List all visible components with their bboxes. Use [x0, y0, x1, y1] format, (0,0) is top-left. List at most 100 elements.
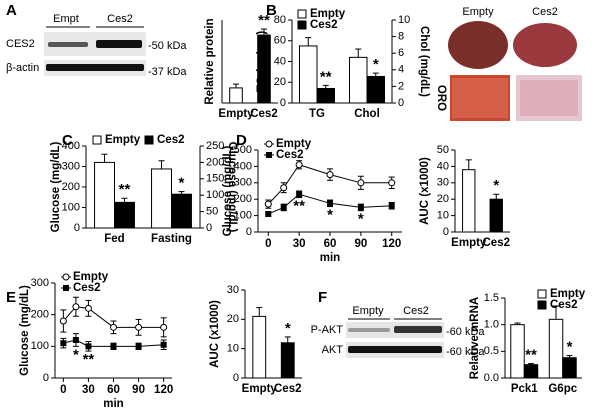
significance: **: [83, 351, 95, 368]
bar: [489, 198, 503, 233]
x-tick-label: 90: [132, 384, 145, 396]
legend-marker: [63, 285, 69, 291]
significance: *: [179, 175, 185, 192]
band: [48, 42, 88, 47]
bar: [114, 201, 135, 229]
x-tick-label: Fed: [104, 233, 124, 245]
x-tick-label: Ces2: [483, 237, 511, 249]
bar: [171, 193, 192, 229]
y-tick-label: 30: [437, 177, 449, 189]
y2-tick-label: 100: [206, 189, 224, 201]
marker-label: -37 kDa: [148, 66, 187, 78]
significance: *: [327, 207, 333, 224]
y-tick-label: 400: [62, 140, 80, 152]
y-axis-label: TG (μg/mg): [256, 31, 268, 93]
x-axis-label: min: [103, 398, 123, 410]
panel-letter: D: [236, 132, 247, 149]
y2-tick-label: 10: [398, 14, 410, 26]
x-tick-label: 90: [354, 238, 367, 250]
bar: [562, 357, 577, 379]
row-label: P-AKT: [311, 324, 344, 336]
x-tick-label: 30: [293, 238, 306, 250]
y-axis-label: AUC (x1000): [419, 157, 431, 225]
y-axis-label: Relative protein: [204, 18, 216, 104]
point: [357, 179, 365, 187]
legend-swatch: [537, 300, 547, 310]
series-line: [267, 164, 392, 205]
legend-label: Empty: [550, 288, 586, 300]
y-tick-label: 200: [62, 181, 80, 193]
point: [327, 200, 333, 207]
x-tick-label: TG: [309, 108, 325, 120]
significance: *: [567, 339, 573, 356]
bar: [316, 87, 335, 104]
y-tick-label: 20: [227, 313, 239, 325]
legend-swatch: [297, 20, 307, 30]
bar: [366, 75, 385, 104]
point: [388, 202, 395, 209]
bar: [94, 161, 116, 229]
legend-label: Ces2: [310, 19, 338, 31]
liver-photo: [513, 23, 577, 67]
point: [265, 210, 272, 217]
y2-tick-label: 2: [398, 80, 404, 92]
band: [348, 346, 442, 353]
lane-label: Empty: [352, 305, 384, 317]
blot-f: Empty Ces2 P-AKT AKT -60 kDa -60 kDa: [311, 305, 485, 358]
point: [160, 323, 168, 331]
column-label: Empty: [462, 6, 494, 18]
y-tick-label: 60: [274, 35, 286, 47]
liver-photo: [448, 21, 508, 69]
bar: [548, 318, 564, 379]
bar: [257, 34, 271, 104]
bar: [299, 45, 318, 104]
point: [326, 171, 334, 179]
legend-label: Ces2: [157, 134, 185, 146]
point: [295, 161, 303, 169]
y-tick-label: 50: [437, 144, 449, 156]
y2-tick-label: 250: [206, 140, 224, 152]
legend-label: Empty: [73, 271, 109, 283]
band: [96, 40, 142, 48]
point: [84, 304, 92, 312]
y-tick-label: 500: [234, 144, 252, 156]
legend-marker: [62, 273, 70, 281]
point: [135, 343, 142, 350]
oro-image: [452, 78, 508, 118]
oro-image: [520, 80, 578, 116]
legend-swatch: [144, 135, 154, 145]
point: [357, 204, 364, 211]
y-tick-label: 100: [234, 210, 252, 222]
x-tick-label: Empty: [242, 383, 278, 395]
y2-tick-label: 8: [398, 31, 404, 43]
y-tick-label: 40: [437, 160, 449, 172]
y-tick-label: 10: [227, 343, 239, 355]
x-tick-label: Empty: [451, 237, 487, 249]
legend-marker: [265, 140, 273, 148]
liver-images: Empty Ces2 ORO: [435, 6, 582, 121]
y2-tick-label: 200: [206, 156, 224, 168]
x-tick-label: Fasting: [151, 233, 192, 245]
y-tick-label: 100: [31, 340, 49, 352]
bar: [510, 324, 525, 379]
y-tick-label: 0: [246, 226, 252, 238]
y-tick-label: 0.5: [484, 345, 499, 357]
y-tick-label: 200: [31, 309, 49, 321]
x-tick-label: 120: [382, 238, 401, 250]
y-tick-label: 0.0: [484, 372, 499, 384]
bar: [252, 315, 267, 379]
marker-label: -60 kDa: [446, 326, 485, 338]
y-tick-label: 200: [234, 193, 252, 205]
y-tick-label: 80: [274, 14, 286, 26]
significance: *: [285, 320, 291, 337]
legend-label: Ces2: [73, 282, 101, 294]
band: [46, 64, 144, 71]
marker-label: -60 kDa: [446, 346, 485, 358]
bar: [349, 56, 368, 104]
y-tick-label: 400: [234, 160, 252, 172]
x-tick-label: 60: [324, 238, 337, 250]
x-tick-label: Chol: [354, 108, 380, 120]
point: [388, 179, 396, 187]
y2-tick-label: 4: [398, 64, 404, 76]
